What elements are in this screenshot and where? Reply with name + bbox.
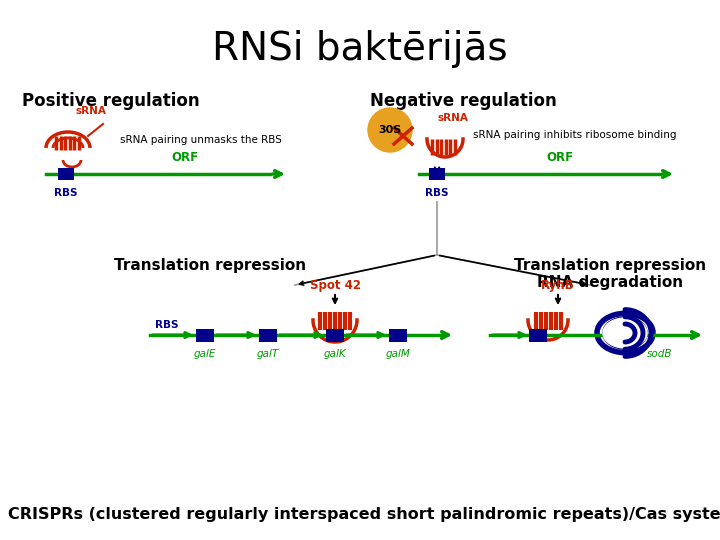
Bar <box>259 328 277 341</box>
Bar <box>429 168 445 180</box>
Text: Translation repression: Translation repression <box>114 258 306 273</box>
Text: Spot 42: Spot 42 <box>310 279 361 292</box>
Text: RBS: RBS <box>54 188 78 198</box>
Circle shape <box>368 108 412 152</box>
Text: galT: galT <box>257 349 279 359</box>
Text: 30S: 30S <box>379 125 402 135</box>
Text: Translation repression
RNA degradation: Translation repression RNA degradation <box>514 258 706 291</box>
Text: RyhB: RyhB <box>541 279 575 292</box>
Text: sRNA: sRNA <box>76 106 107 116</box>
Text: sodB: sodB <box>647 349 672 359</box>
Text: Negative regulation: Negative regulation <box>370 92 557 110</box>
Bar <box>326 328 344 341</box>
Text: galE: galE <box>194 349 216 359</box>
Bar <box>196 328 214 341</box>
Text: RNSi baktērijās: RNSi baktērijās <box>212 30 508 68</box>
Text: RBS: RBS <box>155 320 179 330</box>
Text: galM: galM <box>386 349 410 359</box>
Text: Positive regulation: Positive regulation <box>22 92 199 110</box>
Ellipse shape <box>603 318 647 348</box>
Text: sRNA pairing unmasks the RBS: sRNA pairing unmasks the RBS <box>120 135 282 145</box>
Bar <box>58 168 74 180</box>
Text: ORF: ORF <box>546 151 574 164</box>
Bar <box>389 328 407 341</box>
Text: sRNA: sRNA <box>437 113 468 123</box>
Text: galK: galK <box>324 349 346 359</box>
Bar <box>529 328 547 341</box>
Text: RBS: RBS <box>426 188 449 198</box>
Text: ORF: ORF <box>171 151 199 164</box>
Text: CRISPRs (clustered regularly interspaced short palindromic repeats)/Cas system: CRISPRs (clustered regularly interspaced… <box>8 507 720 522</box>
Text: sRNA pairing inhibits ribosome binding: sRNA pairing inhibits ribosome binding <box>473 130 677 140</box>
